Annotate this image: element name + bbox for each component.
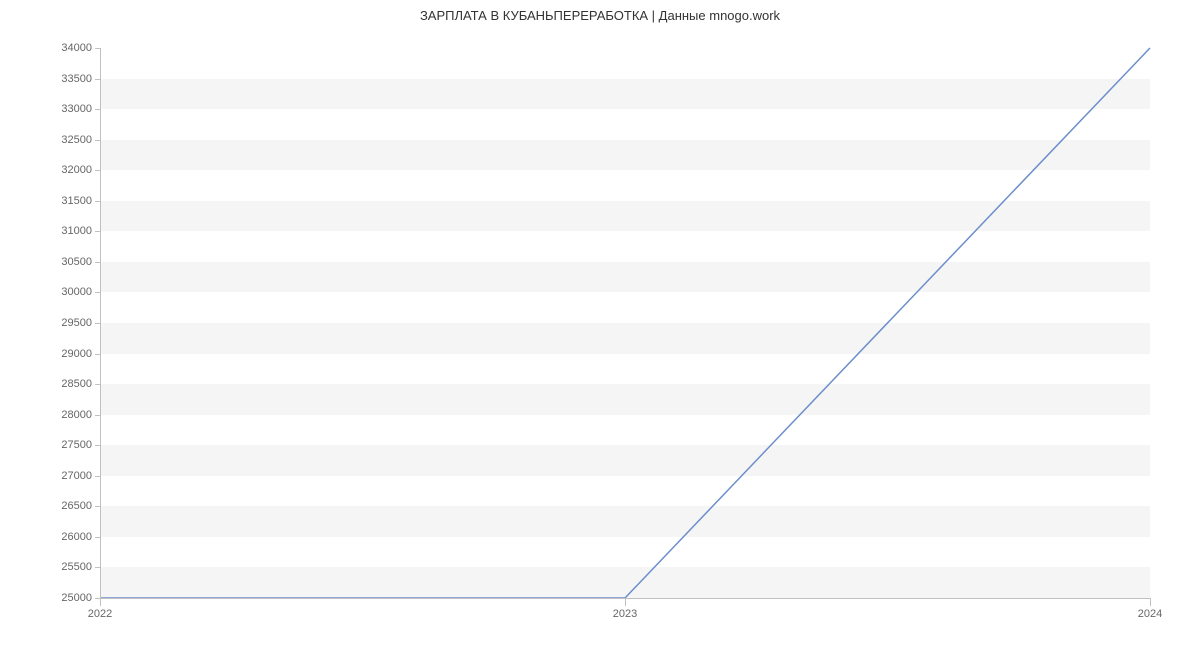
x-tick-mark (1150, 598, 1151, 606)
x-tick-mark (100, 598, 101, 606)
x-tick-mark (625, 598, 626, 606)
line-series-layer (100, 48, 1150, 598)
y-axis-line (100, 48, 101, 598)
chart-title: ЗАРПЛАТА В КУБАНЬПЕРЕРАБОТКА | Данные mn… (0, 8, 1200, 23)
series-line-salary (100, 48, 1150, 598)
salary-chart: ЗАРПЛАТА В КУБАНЬПЕРЕРАБОТКА | Данные mn… (0, 0, 1200, 650)
plot-area: 2500025500260002650027000275002800028500… (100, 48, 1150, 598)
